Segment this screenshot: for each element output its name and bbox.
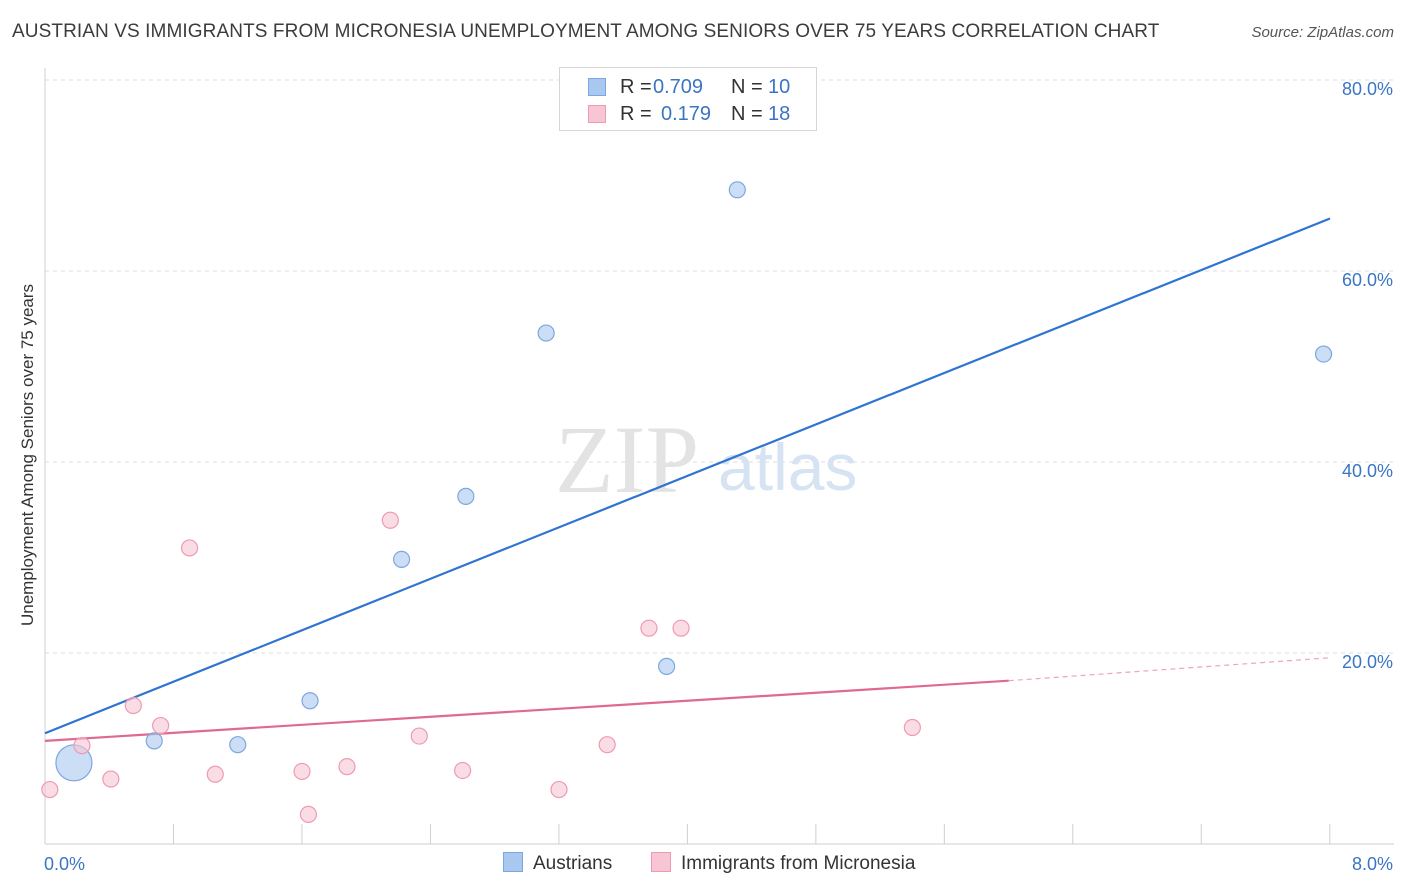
data-point [640, 619, 658, 637]
data-point [903, 718, 921, 737]
correlation-legend: R = 0.709 N = 10 R = 0.179 N = 18 [559, 67, 817, 131]
watermark: ZIP atlas [555, 406, 857, 513]
legend-n-label: N = [731, 103, 763, 125]
data-point [454, 761, 472, 780]
legend-swatch-micronesia [651, 852, 671, 872]
data-point [299, 805, 318, 823]
legend-item-micronesia: Immigrants from Micronesia [651, 852, 915, 875]
grid-lines [45, 79, 1394, 654]
legend-n-value: 18 [768, 103, 791, 125]
data-point [537, 324, 555, 342]
data-point [73, 737, 91, 755]
data-point [392, 550, 411, 569]
data-point [658, 657, 676, 675]
legend-r-value: 0.709 [653, 76, 704, 98]
legend-swatch-austrians [588, 78, 606, 96]
data-point [293, 762, 311, 781]
x-tick-label: 8.0% [1352, 854, 1393, 874]
data-point [152, 716, 170, 735]
source-label: Source: ZipAtlas.com [1251, 24, 1394, 41]
trend-line-extension [1008, 657, 1331, 682]
tick-labels: 20.0% 40.0% 60.0% 80.0% 0.0% 8.0% [44, 79, 1393, 874]
data-point [102, 770, 120, 788]
watermark-atlas: atlas [718, 430, 857, 504]
legend-swatch-micronesia [588, 105, 606, 123]
data-point [728, 181, 746, 199]
data-points [41, 181, 1333, 823]
x-tick-label: 0.0% [44, 854, 85, 874]
data-point [41, 780, 59, 799]
data-point [410, 727, 428, 745]
watermark-zip: ZIP [555, 406, 699, 513]
chart-title: AUSTRIAN VS IMMIGRANTS FROM MICRONESIA U… [12, 21, 1160, 42]
y-tick-label: 20.0% [1342, 652, 1393, 672]
series-legend: Austrians Immigrants from Micronesia [0, 852, 1406, 878]
y-tick-label: 60.0% [1342, 270, 1393, 290]
data-point [381, 511, 399, 529]
data-point [338, 758, 356, 776]
data-point [145, 732, 163, 750]
legend-row-micronesia: R = 0.179 N = 18 [560, 101, 816, 127]
y-tick-label: 40.0% [1342, 461, 1393, 481]
legend-item-austrians: Austrians [503, 852, 612, 875]
data-point [301, 692, 319, 710]
data-point [180, 539, 199, 557]
y-tick-label: 80.0% [1342, 79, 1393, 99]
data-point [550, 780, 568, 799]
legend-label-micronesia: Immigrants from Micronesia [681, 853, 916, 874]
trend-line [44, 217, 1331, 735]
trend-lines [44, 217, 1331, 742]
y-axis-label: Unemployment Among Seniors over 75 years [18, 283, 37, 627]
data-point [124, 696, 142, 715]
data-point [229, 736, 247, 754]
legend-swatch-austrians [503, 852, 523, 872]
data-point [457, 487, 475, 505]
trend-line [44, 679, 1009, 742]
data-point [206, 765, 224, 783]
legend-n-value: 10 [768, 76, 791, 98]
legend-r-label: R = [620, 76, 652, 98]
data-point [1314, 345, 1333, 363]
legend-r-label: R = [620, 103, 652, 125]
data-point [672, 619, 690, 637]
axes [44, 68, 1394, 845]
legend-label-austrians: Austrians [533, 853, 613, 874]
data-point [598, 736, 616, 754]
legend-row-austrians: R = 0.709 N = 10 [560, 74, 816, 100]
legend-r-value: 0.179 [661, 103, 712, 125]
legend-n-label: N = [731, 76, 763, 98]
